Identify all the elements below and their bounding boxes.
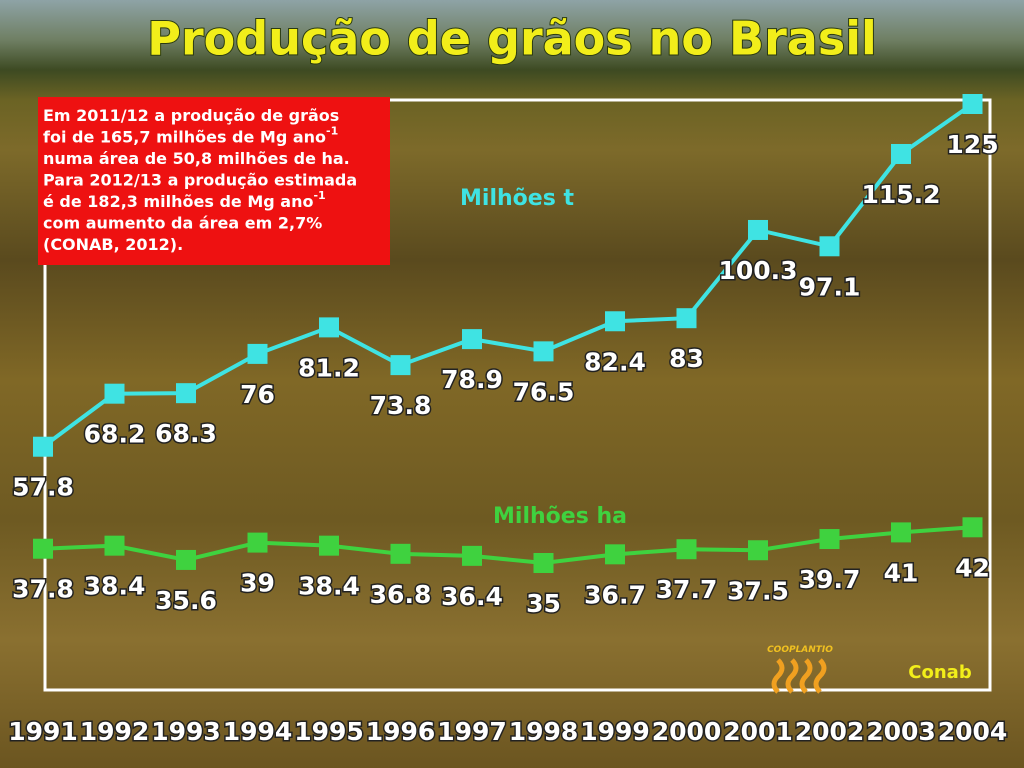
- data-point: [104, 535, 125, 556]
- data-point: [33, 538, 53, 559]
- annotation-line: foi de 165,7 milhões de Mg ano-1: [43, 125, 338, 147]
- annotation-box: [38, 97, 390, 265]
- x-tick-label: 1998: [509, 717, 579, 746]
- annotation-sup: -1: [313, 189, 325, 202]
- data-point: [819, 529, 840, 550]
- series-line: [41, 102, 974, 449]
- data-point: [247, 343, 268, 364]
- data-point: [962, 517, 983, 538]
- data-point: [533, 341, 554, 362]
- annotation-text: com aumento da área em 2,7%: [43, 213, 322, 232]
- x-tick-label: 2003: [866, 717, 936, 746]
- data-label: 100.3: [718, 256, 797, 285]
- data-label: 97.1: [799, 272, 861, 301]
- annotation-text: numa área de 50,8 milhões de ha.: [43, 149, 350, 168]
- data-point: [462, 329, 482, 350]
- legend-label: Milhões ha: [493, 504, 627, 529]
- x-tick-label: 1996: [366, 717, 436, 746]
- data-point: [748, 219, 768, 240]
- data-label: 35: [526, 589, 561, 618]
- data-label: 41: [884, 558, 919, 587]
- annotation-line: Em 2011/12 a produção de grãos: [43, 106, 339, 125]
- annotation-line: Para 2012/13 a produção estimada: [43, 170, 357, 189]
- data-point: [319, 535, 339, 556]
- data-label: 125: [946, 130, 998, 159]
- annotation-line: com aumento da área em 2,7%: [43, 213, 322, 232]
- data-point: [390, 355, 411, 376]
- x-tick-label: 1995: [294, 717, 364, 746]
- x-tick-label: 1993: [151, 717, 221, 746]
- data-label: 38.4: [84, 572, 146, 601]
- data-label: 115.2: [861, 180, 940, 209]
- data-label: 37.5: [727, 576, 789, 605]
- data-label: 36.7: [584, 580, 646, 609]
- annotation-text: foi de 165,7 milhões de Mg ano: [43, 127, 326, 146]
- data-label: 57.8: [12, 473, 74, 502]
- x-tick-label: 2000: [652, 717, 722, 746]
- data-label: 36.4: [441, 582, 503, 611]
- annotation-sup: -1: [326, 125, 338, 138]
- data-label: 36.8: [370, 580, 432, 609]
- data-point: [676, 539, 697, 560]
- annotation-line: é de 182,3 milhões de Mg ano-1: [43, 189, 326, 211]
- x-tick-label: 1991: [8, 717, 78, 746]
- data-label: 37.8: [12, 575, 74, 604]
- data-point: [176, 383, 196, 404]
- legend-label: Milhões t: [460, 186, 574, 211]
- data-point: [676, 308, 697, 329]
- x-tick-label: 1992: [80, 717, 150, 746]
- data-label: 68.2: [84, 420, 146, 449]
- annotation-text: é de 182,3 milhões de Mg ano: [43, 192, 313, 211]
- data-point: [33, 436, 53, 457]
- data-label: 76: [240, 380, 275, 409]
- data-point: [605, 311, 625, 332]
- logo-text: Conab: [908, 662, 972, 683]
- data-label: 81.2: [298, 353, 360, 382]
- data-label: 78.9: [441, 365, 503, 394]
- data-point: [891, 143, 911, 164]
- annotation-line: (CONAB, 2012).: [43, 235, 183, 254]
- logo-text: COOPLANTIO: [767, 645, 833, 655]
- x-tick-label: 1994: [223, 717, 293, 746]
- data-label: 39: [240, 569, 275, 598]
- plot-frame: [43, 98, 992, 692]
- data-point: [247, 532, 268, 553]
- data-point: [605, 544, 625, 565]
- series-line: [42, 525, 973, 566]
- logo-icon: [771, 658, 827, 694]
- data-label: 76.5: [513, 377, 575, 406]
- data-label: 82.4: [584, 347, 646, 376]
- data-label: 42: [955, 553, 990, 582]
- data-point: [533, 553, 554, 573]
- data-label: 39.7: [799, 565, 861, 594]
- data-label: 37.7: [656, 575, 718, 604]
- data-point: [891, 522, 911, 543]
- annotation-text: Para 2012/13 a produção estimada: [43, 170, 357, 189]
- chart-title: Produção de grãos no Brasil: [147, 12, 876, 66]
- x-tick-label: 1999: [580, 717, 650, 746]
- data-label: 68.3: [155, 419, 217, 448]
- data-label: 73.8: [370, 391, 432, 420]
- x-tick-label: 2001: [723, 717, 793, 746]
- data-label: 83: [669, 344, 704, 373]
- data-point: [819, 236, 840, 257]
- data-label: 38.4: [298, 572, 360, 601]
- annotation-text: (CONAB, 2012).: [43, 235, 183, 254]
- data-point: [748, 540, 768, 561]
- data-point: [462, 545, 482, 566]
- data-point: [390, 543, 411, 564]
- x-tick-label: 1997: [437, 717, 507, 746]
- data-point: [962, 94, 983, 114]
- annotation-line: numa área de 50,8 milhões de ha.: [43, 149, 350, 168]
- x-tick-label: 2004: [938, 717, 1008, 746]
- data-label: 35.6: [155, 586, 217, 615]
- x-tick-label: 2002: [795, 717, 865, 746]
- annotation-text: Em 2011/12 a produção de grãos: [43, 106, 339, 125]
- data-point: [176, 549, 196, 570]
- data-point: [104, 383, 125, 404]
- data-point: [319, 317, 339, 338]
